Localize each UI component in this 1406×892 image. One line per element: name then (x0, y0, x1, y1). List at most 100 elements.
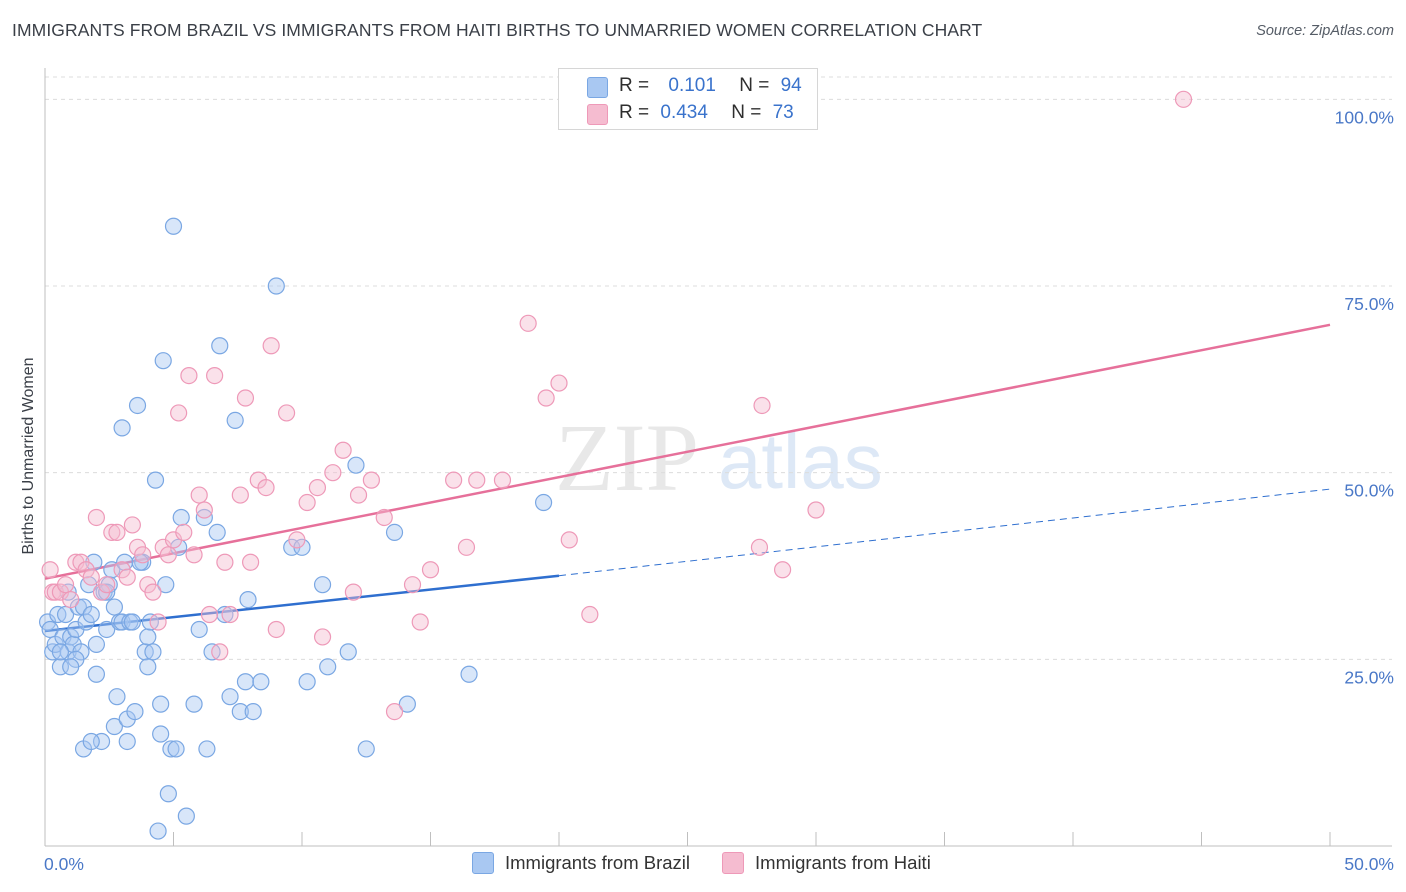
haiti-point (190, 486, 208, 504)
brazil-point (118, 732, 136, 751)
haiti-point (82, 568, 100, 586)
grid (45, 76, 1392, 660)
legend-r-value-haiti: 0.434 (660, 102, 708, 123)
brazil-point (164, 217, 183, 235)
brazil-point (398, 695, 416, 713)
source-label: Source: ZipAtlas.com (1256, 23, 1394, 39)
brazil-point (82, 732, 100, 751)
haiti-point (298, 493, 316, 512)
correlation-legend: R = 0.101 N = 94 R = 0.434 N = 73 (558, 68, 818, 130)
brazil-trend-extension (558, 488, 1331, 577)
brazil-point (105, 598, 123, 616)
haiti-trend-line (44, 323, 1331, 580)
haiti-point (560, 531, 578, 549)
haiti-point (421, 561, 440, 579)
haiti-point (185, 546, 203, 564)
brazil-point (154, 352, 172, 370)
y-tick-label: 50.0% (1344, 481, 1394, 501)
brazil-point (139, 628, 157, 646)
brazil-legend-swatch (472, 852, 494, 874)
haiti-point (267, 620, 285, 639)
brazil-point (128, 396, 147, 415)
haiti-point (403, 576, 422, 594)
haiti-point (493, 471, 512, 489)
brazil-point (231, 702, 249, 721)
haiti-point (334, 441, 352, 459)
brazil-point (298, 673, 316, 691)
haiti-point (103, 523, 121, 542)
brazil-point (185, 695, 203, 713)
brazil-point (385, 523, 404, 542)
haiti-point (236, 389, 255, 407)
brazil-point (198, 740, 216, 758)
brazil-point (221, 688, 239, 706)
chart-title: IMMIGRANTS FROM BRAZIL VS IMMIGRANTS FRO… (12, 20, 983, 40)
haiti-point (56, 576, 75, 594)
watermark-atlas: atlas (718, 417, 883, 505)
legend-n-value-brazil: 94 (780, 75, 802, 96)
haiti-point (180, 367, 198, 385)
watermark-zip: ZIP (555, 404, 699, 511)
brazil-point (460, 665, 478, 683)
y-axis-label: Births to Unmarried Women (20, 357, 37, 554)
haiti-point (149, 613, 167, 631)
legend-item-haiti: Immigrants from Haiti (722, 852, 931, 874)
haiti-point (313, 628, 332, 646)
x-tick-label: 0.0% (44, 854, 84, 874)
brazil-point (162, 740, 180, 758)
legend-n-label: N = (731, 102, 762, 123)
brazil-point (105, 717, 123, 736)
haiti-point (108, 523, 126, 542)
brazil-point (108, 688, 126, 706)
brazil-point (51, 643, 70, 661)
haiti-point (537, 389, 555, 407)
brazil-point (267, 277, 285, 295)
brazil-point (313, 576, 332, 594)
brazil-series (38, 217, 553, 840)
y-tick-label: 25.0% (1344, 667, 1394, 687)
brazil-point (139, 658, 157, 676)
legend-r-label: R = (619, 102, 650, 123)
brazil-point (157, 576, 175, 594)
brazil-point (98, 620, 116, 639)
brazil-point (357, 740, 375, 758)
brazil-point (41, 620, 59, 639)
y-tick-label: 75.0% (1344, 294, 1394, 314)
brazil-point (236, 673, 255, 691)
brazil-point (126, 702, 144, 721)
brazil-point (172, 508, 190, 527)
y-tick-label: 100.0% (1335, 107, 1394, 127)
series-legend: Immigrants from Brazil Immigrants from H… (472, 852, 963, 874)
haiti-point (195, 501, 213, 519)
brazil-point (82, 605, 100, 624)
haiti-point (242, 553, 260, 571)
haiti-point (362, 471, 380, 489)
brazil-point (159, 785, 177, 803)
haiti-point (457, 538, 476, 556)
haiti-point (159, 546, 177, 564)
haiti-point (468, 471, 486, 489)
haiti-point (200, 605, 219, 624)
legend-label-haiti: Immigrants from Haiti (755, 852, 931, 873)
haiti-point (262, 337, 280, 355)
haiti-point (581, 605, 599, 624)
brazil-point (152, 695, 170, 713)
brazil-point (339, 643, 357, 661)
brazil-point (167, 740, 185, 758)
legend-n-label: N = (739, 75, 770, 96)
haiti-point (773, 561, 792, 579)
haiti-point (308, 479, 327, 497)
haiti-point (134, 546, 152, 564)
haiti-point (175, 523, 193, 542)
axes (44, 68, 1392, 847)
brazil-point (211, 337, 229, 355)
brazil-point (244, 702, 262, 721)
haiti-point (445, 471, 463, 489)
brazil-point (226, 411, 244, 429)
tick-labels: 25.0% 50.0% 75.0% 100.0% 0.0% 50.0% (44, 107, 1394, 874)
haiti-point (344, 583, 362, 601)
haiti-point (221, 605, 239, 624)
haiti-point (257, 479, 275, 497)
brazil-point (347, 456, 365, 474)
haiti-series (41, 90, 1193, 721)
